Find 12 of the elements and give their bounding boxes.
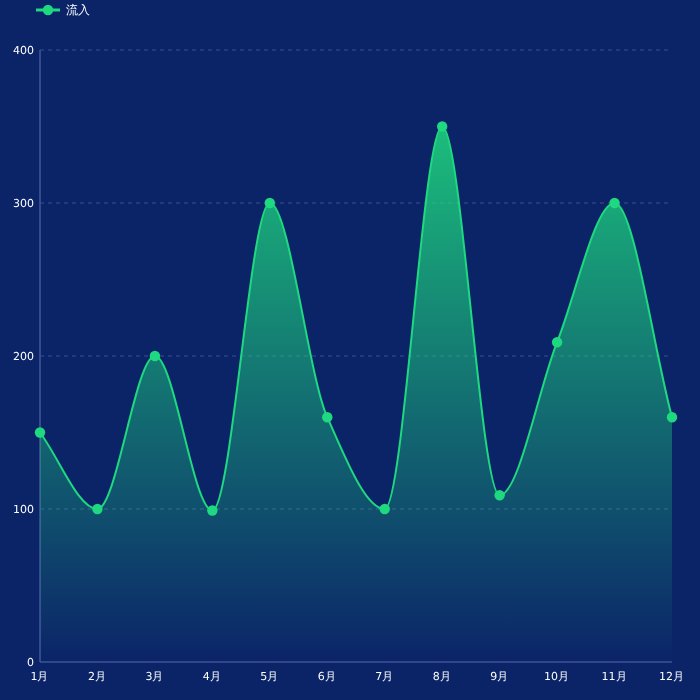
point bbox=[551, 337, 563, 348]
point bbox=[149, 350, 161, 362]
point bbox=[436, 121, 448, 132]
point bbox=[264, 197, 276, 209]
point bbox=[322, 412, 333, 423]
point bbox=[92, 503, 103, 515]
point bbox=[379, 503, 390, 515]
point bbox=[34, 427, 46, 438]
point bbox=[207, 505, 218, 516]
point bbox=[494, 490, 505, 501]
point bbox=[609, 197, 620, 209]
point bbox=[666, 412, 678, 423]
